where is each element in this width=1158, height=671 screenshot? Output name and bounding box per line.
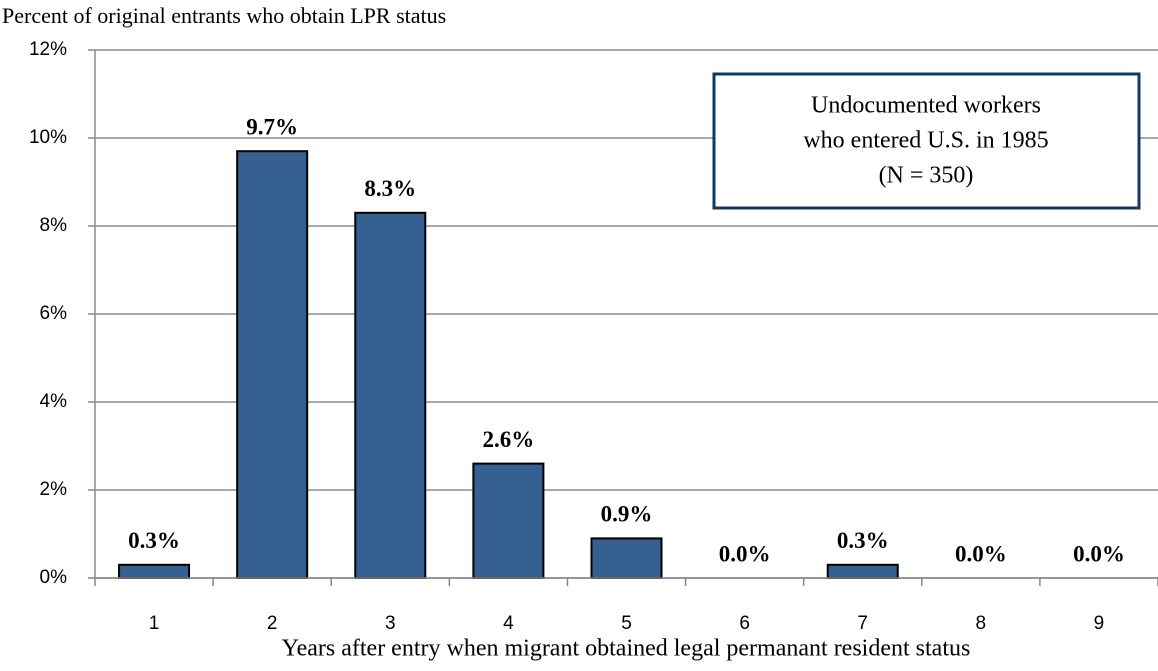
- bar: [472, 462, 545, 580]
- x-tick-label: 7: [857, 613, 868, 634]
- value-label: 0.3%: [128, 528, 180, 553]
- x-tick-label: 6: [739, 613, 750, 634]
- value-label: 9.7%: [246, 114, 298, 139]
- bar: [118, 563, 191, 579]
- value-label: 0.0%: [1073, 541, 1125, 566]
- x-tick-label: 9: [1094, 613, 1105, 634]
- bar: [354, 211, 427, 580]
- x-tick-label: 3: [385, 613, 396, 634]
- x-tick-label: 5: [621, 613, 632, 634]
- y-tick-label: 12%: [29, 39, 67, 60]
- annotation-text: Undocumented workers: [811, 93, 1041, 119]
- y-tick-label: 10%: [29, 127, 67, 148]
- annotation-box: [712, 72, 1141, 210]
- y-tick-label: 0%: [40, 567, 68, 588]
- value-label: 0.0%: [955, 541, 1007, 566]
- x-tick-label: 8: [976, 613, 987, 634]
- value-label: 0.3%: [837, 528, 889, 553]
- y-tick-label: 8%: [40, 215, 68, 236]
- value-label: 8.3%: [364, 176, 416, 201]
- x-tick-label: 2: [267, 613, 278, 634]
- value-label: 0.9%: [601, 502, 653, 527]
- x-axis-label: Years after entry when migrant obtained …: [282, 636, 971, 662]
- value-label: 0.0%: [719, 541, 771, 566]
- bar: [826, 563, 899, 579]
- chart-title: Percent of original entrants who obtain …: [2, 3, 446, 28]
- bar: [236, 150, 309, 579]
- annotation-text: who entered U.S. in 1985: [803, 128, 1048, 154]
- value-label: 2.6%: [483, 427, 535, 452]
- y-tick-label: 4%: [40, 391, 68, 412]
- annotation-text: (N = 350): [879, 163, 974, 189]
- bar: [590, 537, 663, 580]
- x-tick-label: 1: [149, 613, 160, 634]
- y-tick-label: 2%: [40, 479, 68, 500]
- x-tick-label: 4: [503, 613, 514, 634]
- y-tick-label: 6%: [40, 303, 68, 324]
